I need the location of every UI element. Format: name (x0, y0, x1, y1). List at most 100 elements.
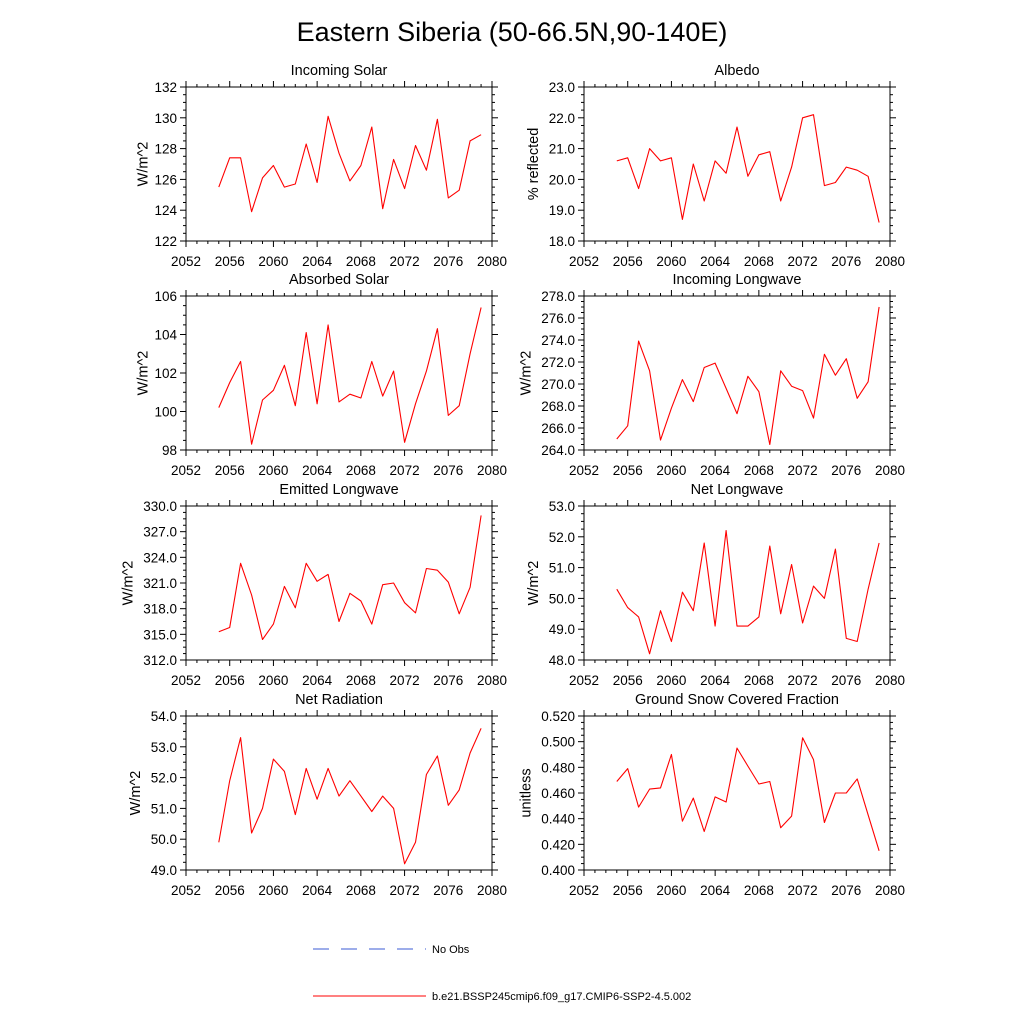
series-line (218, 115, 482, 213)
y-axis-label: W/m^2 (526, 561, 542, 606)
series-line (218, 728, 482, 865)
y-tick-label: 49.0 (151, 863, 177, 878)
y-tick-label: 126 (154, 172, 177, 187)
y-tick-label: 274.0 (541, 333, 575, 348)
x-tick-label: 2060 (656, 883, 686, 898)
x-tick-label: 2076 (831, 254, 861, 269)
x-tick-label: 2052 (569, 673, 599, 688)
y-tick-label: 132 (154, 80, 177, 95)
x-tick-label: 2080 (477, 254, 507, 269)
figure-title: Eastern Siberia (50-66.5N,90-140E) (297, 17, 728, 47)
y-tick-label: 270.0 (541, 377, 575, 392)
x-tick-label: 2076 (831, 883, 861, 898)
y-axis-label: W/m^2 (128, 771, 144, 816)
x-tick-label: 2072 (390, 883, 420, 898)
y-tick-label: 50.0 (549, 591, 575, 606)
panel-title: Net Radiation (295, 692, 383, 708)
y-tick-label: 23.0 (549, 80, 575, 95)
x-tick-label: 2060 (656, 673, 686, 688)
x-tick-label: 2076 (433, 463, 463, 478)
x-tick-label: 2064 (700, 883, 731, 898)
x-tick-label: 2080 (477, 883, 507, 898)
y-tick-label: 264.0 (541, 443, 575, 458)
y-tick-label: 54.0 (151, 709, 177, 724)
y-tick-label: 315.0 (143, 627, 177, 642)
y-tick-label: 49.0 (549, 622, 575, 637)
x-tick-label: 2052 (569, 463, 599, 478)
x-tick-label: 2076 (831, 463, 861, 478)
panel-emitted-longwave: Emitted Longwave 2052 2056 2060 2064 2068 2072… (121, 482, 508, 688)
x-tick-label: 2080 (477, 673, 507, 688)
x-tick-label: 2064 (700, 463, 731, 478)
x-tick-label: 2060 (258, 254, 288, 269)
x-tick-label: 2052 (569, 254, 599, 269)
x-tick-label: 2080 (875, 673, 905, 688)
x-tick-label: 2076 (433, 254, 463, 269)
panel-net-longwave: Net Longwave 2052 2056 2060 2064 2068 2072 2076… (526, 482, 905, 688)
y-tick-label: 51.0 (549, 561, 575, 576)
x-tick-label: 2072 (788, 254, 818, 269)
y-tick-label: 318.0 (143, 602, 177, 617)
x-tick-label: 2064 (700, 254, 731, 269)
x-tick-label: 2060 (258, 673, 288, 688)
panel-title: Net Longwave (691, 482, 784, 498)
x-tick-label: 2080 (875, 254, 905, 269)
plot-frame (185, 86, 493, 242)
series-line (218, 307, 482, 445)
chart-panels: Incoming Solar 2052 2056 2060 2064 2068 2072 20… (121, 63, 906, 898)
y-tick-label: 102 (154, 366, 177, 381)
y-tick-label: 100 (154, 405, 177, 420)
x-tick-label: 2068 (744, 254, 774, 269)
y-tick-label: 122 (154, 234, 177, 249)
y-tick-label: 53.0 (549, 499, 575, 514)
x-tick-label: 2056 (215, 673, 245, 688)
y-tick-label: 98 (162, 443, 177, 458)
panel-title: Absorbed Solar (289, 272, 389, 288)
x-tick-label: 2080 (477, 463, 507, 478)
x-tick-label: 2060 (258, 463, 288, 478)
x-tick-label: 2052 (171, 673, 201, 688)
panel-title: Emitted Longwave (279, 482, 398, 498)
y-axis-label: W/m^2 (136, 351, 152, 396)
y-tick-label: 18.0 (549, 234, 575, 249)
x-tick-label: 2068 (744, 463, 774, 478)
y-axis-label: % reflected (526, 128, 542, 201)
y-tick-label: 52.0 (151, 771, 177, 786)
panel-ground-snow-covered-fraction: Ground Snow Covered Fraction 2052 2056 2060… (519, 692, 906, 898)
y-tick-label: 20.0 (549, 172, 575, 187)
x-tick-label: 2068 (346, 254, 376, 269)
x-tick-label: 2068 (346, 463, 376, 478)
x-tick-label: 2080 (875, 883, 905, 898)
x-tick-label: 2056 (215, 883, 245, 898)
y-tick-label: 50.0 (151, 832, 177, 847)
x-tick-label: 2080 (875, 463, 905, 478)
y-tick-label: 19.0 (549, 203, 575, 218)
panel-albedo: Albedo 2052 2056 2060 2064 2068 2072 2076 2080 18… (526, 63, 905, 269)
y-axis-label: W/m^2 (121, 561, 137, 606)
panel-title: Incoming Solar (291, 63, 388, 79)
plot-frame (185, 505, 493, 661)
x-tick-label: 2060 (258, 883, 288, 898)
x-tick-label: 2064 (302, 883, 333, 898)
y-tick-label: 52.0 (549, 530, 575, 545)
x-tick-label: 2076 (433, 673, 463, 688)
x-tick-label: 2052 (171, 883, 201, 898)
y-tick-label: 21.0 (549, 142, 575, 157)
y-tick-label: 312.0 (143, 653, 177, 668)
x-tick-label: 2060 (656, 463, 686, 478)
x-tick-label: 2052 (171, 254, 201, 269)
y-tick-label: 51.0 (151, 801, 177, 816)
x-tick-label: 2076 (831, 673, 861, 688)
y-tick-label: 330.0 (143, 499, 177, 514)
y-axis-label: W/m^2 (136, 142, 152, 187)
x-tick-label: 2056 (613, 673, 643, 688)
y-tick-label: 272.0 (541, 355, 575, 370)
legend-model-label: b.e21.BSSP245cmip6.f09_g17.CMIP6-SSP2-4.… (432, 991, 691, 1003)
x-tick-label: 2052 (569, 883, 599, 898)
panel-title: Incoming Longwave (673, 272, 802, 288)
plot-frame (583, 295, 891, 451)
legend-obs-label: No Obs (432, 944, 470, 956)
panel-incoming-solar: Incoming Solar 2052 2056 2060 2064 2068 2072 20… (136, 63, 508, 269)
plot-frame (583, 505, 891, 661)
